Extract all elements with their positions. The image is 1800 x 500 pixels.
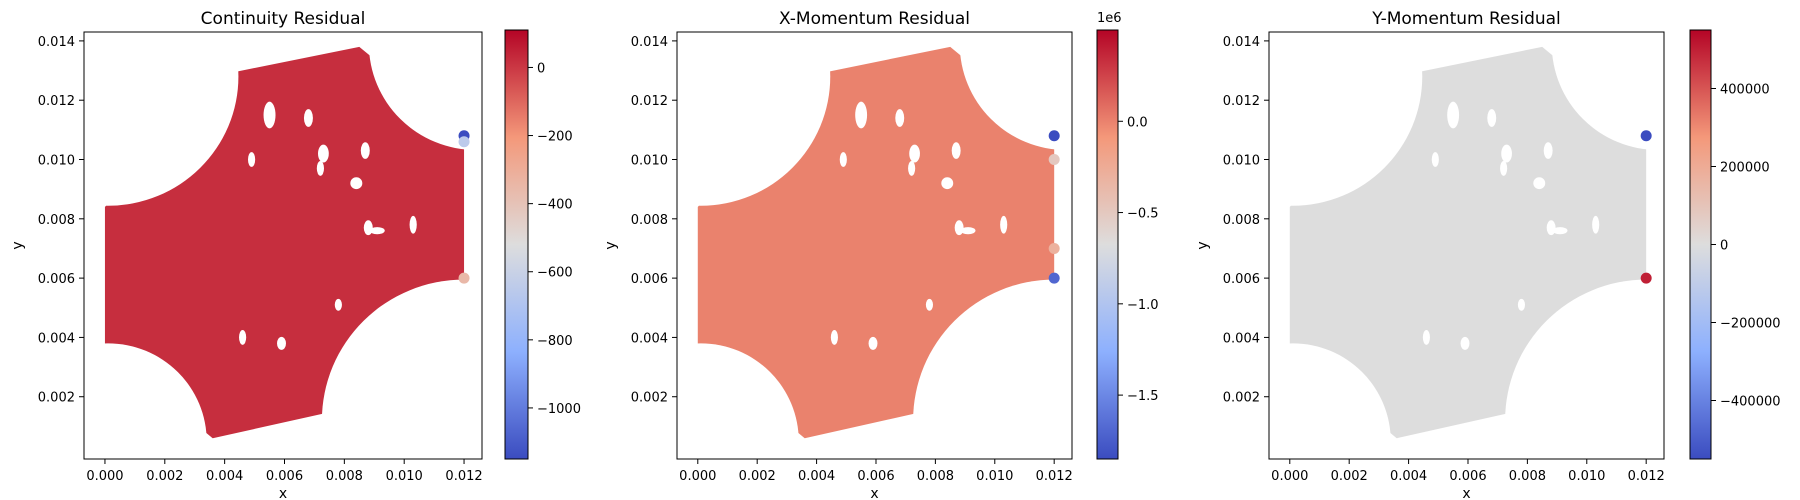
plot-area [1269,32,1664,459]
x-tick-label: 0.002 [739,469,776,484]
chart-title: Continuity Residual [201,9,366,29]
x-axis-label: x [870,486,878,500]
colorbar-tick-label: −1.0 [1127,298,1159,313]
y-tick-label: 0.012 [38,94,75,109]
plot-area [84,32,482,459]
hotspot-point-2 [458,136,470,148]
x-tick-label: 0.000 [86,469,123,484]
y-tick-label: 0.014 [631,35,668,50]
residual-field [677,32,1072,459]
x-tick-label: 0.002 [1331,469,1368,484]
chart-title: X-Momentum Residual [779,9,970,29]
hotspot-point-1 [1640,130,1652,142]
colorbar-tick-label: −0.5 [1127,207,1159,222]
y-tick-label: 0.008 [38,213,75,228]
y-tick-label: 0.008 [631,213,668,228]
hotspot-point-1 [1048,130,1060,142]
colorbar-tick-label: 0 [537,61,545,76]
y-tick-label: 0.002 [1223,391,1260,406]
x-tick-label: 0.012 [1628,469,1665,484]
residual-field [84,32,482,459]
x-axis-label: x [1462,486,1470,500]
x-tick-label: 0.004 [798,469,835,484]
hotspot-point-3 [458,272,470,284]
chart-panel-1: 0.000 0.002 0.004 0.006 0.008 0.010 0.012 0.002… [10,9,581,500]
colorbar-tick-label: 0 [1720,239,1728,254]
chart-title: Y-Momentum Residual [1371,9,1561,29]
x-tick-label: 0.000 [679,469,716,484]
colorbar [1689,29,1712,460]
y-tick-label: 0.012 [1223,94,1260,109]
x-tick-label: 0.006 [1449,469,1486,484]
y-tick-label: 0.010 [38,154,75,169]
x-tick-label: 0.012 [1036,469,1073,484]
y-tick-label: 0.014 [38,35,75,50]
chart-panel-3: 0.000 0.002 0.004 0.006 0.008 0.010 0.012 0.002… [1195,9,1781,500]
residual-field [1269,32,1664,459]
x-tick-label: 0.006 [266,469,303,484]
x-tick-label: 0.000 [1271,469,1308,484]
y-tick-label: 0.006 [631,272,668,287]
colorbar-tick-label: −800 [537,334,573,349]
y-tick-label: 0.004 [1223,331,1260,346]
x-tick-label: 0.008 [326,469,363,484]
y-tick-label: 0.006 [1223,272,1260,287]
colorbar-tick-label: 0.0 [1127,115,1148,130]
y-tick-label: 0.002 [38,391,75,406]
y-tick-label: 0.010 [1223,154,1260,169]
x-tick-label: 0.010 [976,469,1013,484]
y-axis-label: y [10,241,26,249]
x-tick-label: 0.008 [1509,469,1546,484]
x-tick-label: 0.004 [1390,469,1427,484]
colorbar [504,29,529,460]
hotspot-point-3 [1048,154,1060,166]
y-tick-label: 0.004 [631,331,668,346]
y-axis-label: y [603,241,619,249]
colorbar-tick-label: 400000 [1720,83,1770,98]
plot-area [677,32,1072,459]
colorbar-tick-label: −1.5 [1127,389,1159,404]
y-tick-label: 0.008 [1223,213,1260,228]
y-tick-label: 0.012 [631,94,668,109]
x-tick-label: 0.012 [445,469,482,484]
x-tick-label: 0.002 [146,469,183,484]
colorbar-tick-label: 200000 [1720,161,1770,176]
chart-panel-2: 0.000 0.002 0.004 0.006 0.008 0.010 0.012 0.002… [603,9,1159,500]
y-tick-label: 0.010 [631,154,668,169]
y-tick-label: 0.004 [38,331,75,346]
x-tick-label: 0.006 [857,469,894,484]
colorbar-offset-label: 1e6 [1097,11,1122,26]
x-axis-label: x [279,486,287,500]
colorbar-tick-label: −400000 [1720,395,1781,410]
colorbar-tick-label: −600 [537,266,573,281]
y-tick-label: 0.014 [1223,35,1260,50]
x-tick-label: 0.004 [206,469,243,484]
colorbar [1096,29,1119,460]
y-tick-label: 0.006 [38,272,75,287]
x-tick-label: 0.008 [917,469,954,484]
y-axis-label: y [1195,241,1211,249]
x-tick-label: 0.010 [386,469,423,484]
axes-frame [1268,31,1665,460]
hotspot-point-4 [1048,242,1060,254]
colorbar-tick-label: −200 [537,130,573,145]
colorbar-tick-label: −1000 [537,402,581,417]
axes-frame [676,31,1073,460]
hotspot-point-2 [1048,272,1060,284]
colorbar-tick-label: −200000 [1720,317,1781,332]
x-tick-label: 0.010 [1568,469,1605,484]
hotspot-point-2 [1640,272,1652,284]
axes-frame [83,31,483,460]
colorbar-tick-label: −400 [537,198,573,213]
y-tick-label: 0.002 [631,391,668,406]
